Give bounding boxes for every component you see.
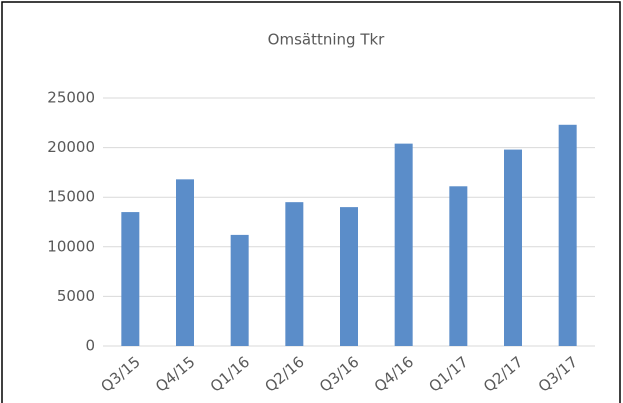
y-tick-label: 20000 [47, 138, 95, 156]
bar [121, 212, 140, 346]
y-tick-label: 10000 [47, 237, 95, 255]
y-tick-label: 5000 [57, 287, 95, 305]
y-tick-label: 15000 [47, 188, 95, 206]
bar [285, 202, 304, 346]
bar [394, 143, 413, 346]
bar [449, 186, 468, 346]
chart-title: Omsättning Tkr [268, 31, 386, 49]
y-tick-label: 25000 [47, 89, 95, 107]
y-tick-label: 0 [85, 337, 95, 355]
bar [558, 124, 577, 346]
bar [176, 179, 194, 346]
bar [504, 149, 522, 346]
bar [230, 234, 249, 346]
bar [340, 207, 358, 346]
